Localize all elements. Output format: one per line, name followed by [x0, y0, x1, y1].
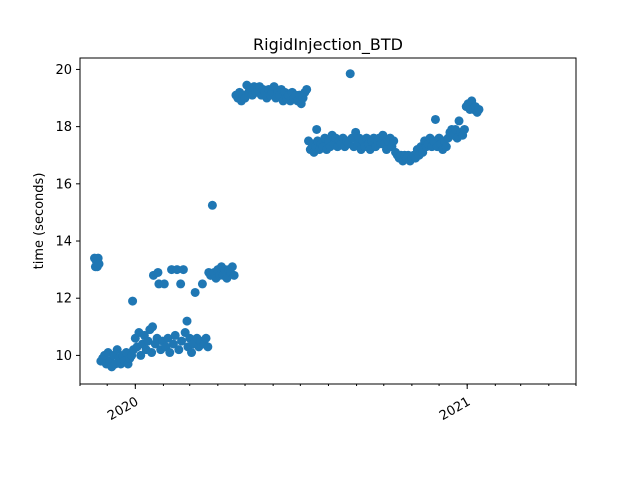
- data-point: [168, 339, 178, 349]
- data-point: [176, 279, 186, 289]
- x-tick-label: 2021: [437, 394, 473, 424]
- data-point: [474, 104, 484, 114]
- y-tick-label: 20: [55, 63, 72, 78]
- data-point: [229, 270, 239, 280]
- data-point: [170, 330, 180, 340]
- data-point: [430, 114, 440, 124]
- data-point: [163, 333, 173, 343]
- data-point: [441, 142, 451, 152]
- data-point: [159, 279, 169, 289]
- y-axis-label: time (seconds): [32, 173, 47, 270]
- data-point: [345, 69, 355, 79]
- data-point: [165, 348, 175, 358]
- x-tick-label: 2020: [105, 394, 141, 424]
- chart-title: RigidInjection_BTD: [253, 35, 403, 55]
- data-point: [201, 333, 211, 343]
- data-point: [227, 262, 237, 272]
- data-point: [378, 130, 388, 140]
- data-point: [136, 350, 146, 360]
- data-point: [147, 348, 157, 358]
- y-tick-label: 16: [55, 177, 72, 192]
- data-point: [148, 322, 158, 332]
- data-point: [207, 200, 217, 210]
- y-tick-label: 18: [55, 120, 72, 135]
- data-point: [153, 267, 163, 277]
- data-point: [174, 345, 184, 355]
- data-point: [454, 116, 464, 126]
- data-point: [190, 287, 200, 297]
- plot-frame: [79, 57, 577, 385]
- y-tick-label: 12: [55, 292, 72, 307]
- data-point: [459, 124, 469, 134]
- data-point: [203, 342, 213, 352]
- y-tick-label: 10: [55, 349, 72, 364]
- data-point: [172, 265, 182, 275]
- data-point: [143, 336, 153, 346]
- y-tick-label: 14: [55, 235, 72, 250]
- data-point: [302, 84, 312, 94]
- data-point: [182, 316, 192, 326]
- data-point: [389, 136, 399, 146]
- data-point: [178, 265, 188, 275]
- data-point: [128, 296, 138, 306]
- data-point: [177, 336, 187, 346]
- data-point: [312, 124, 322, 134]
- data-point: [94, 259, 104, 269]
- data-points: [90, 69, 484, 372]
- data-point: [187, 348, 197, 358]
- data-point: [112, 345, 122, 355]
- data-point: [197, 279, 207, 289]
